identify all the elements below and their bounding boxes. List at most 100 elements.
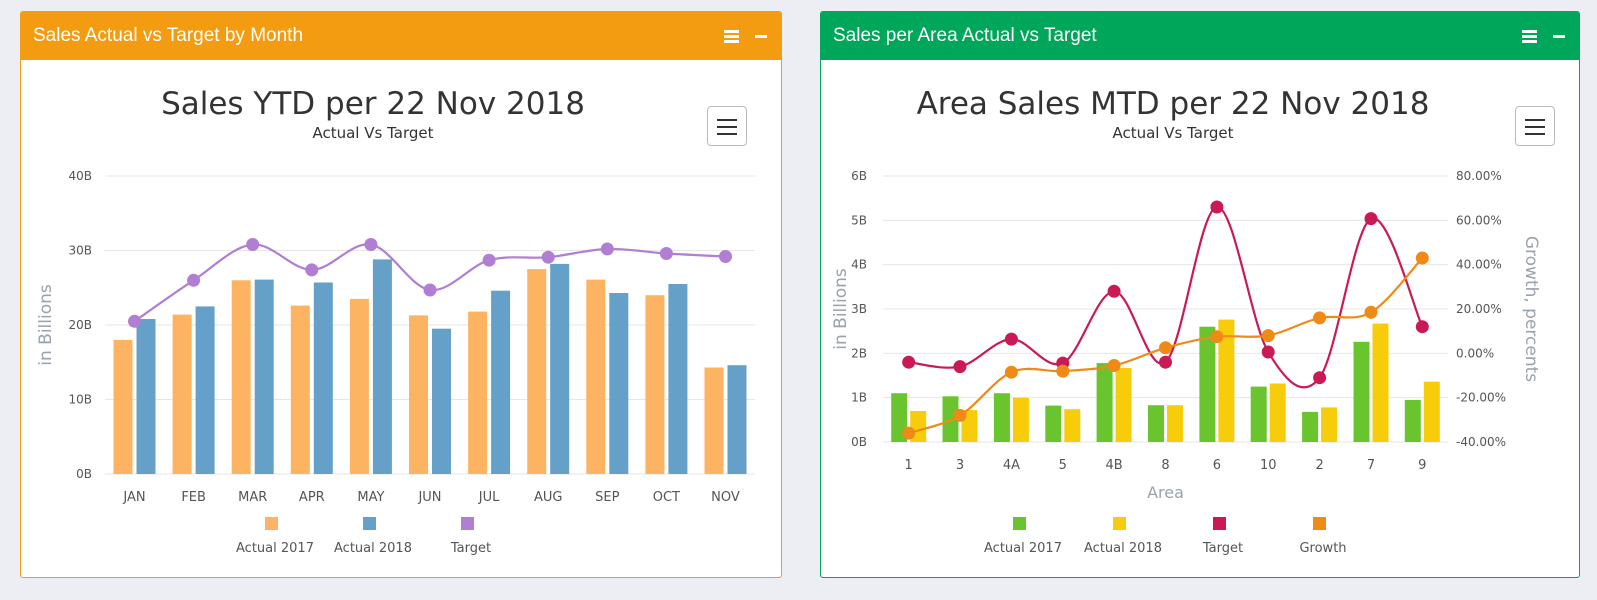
point-target [1004, 332, 1018, 346]
legend-swatch [363, 517, 376, 530]
x-tick-label: FEB [181, 490, 206, 505]
chart-menu-button[interactable] [1515, 106, 1555, 146]
bar-actual-2018 [550, 263, 570, 474]
sales-ytd-chart: Sales YTD per 22 Nov 2018 Actual Vs Targe… [36, 86, 755, 556]
point-target [423, 283, 437, 297]
panel-title: Sales Actual vs Target by Month [33, 25, 304, 46]
bar-actual-2017 [409, 315, 428, 474]
bar-actual-2017 [349, 298, 369, 474]
y-tick-label: 40B [68, 169, 92, 183]
point-target [364, 238, 378, 251]
panel-header: Sales per Area Actual vs Target [821, 12, 1579, 60]
legend-swatch [461, 517, 474, 530]
collapse-icon[interactable] [1553, 34, 1565, 38]
bar-actual-2017 [113, 339, 133, 474]
bar-actual-2018 [609, 293, 629, 474]
y-right-axis-title: Growth, percents [1521, 236, 1541, 382]
legend-label: Actual 2017 [236, 541, 314, 556]
panel-header: Sales Actual vs Target by Month [21, 12, 781, 60]
bar-actual-2017 [172, 314, 192, 474]
legend-label: Target [450, 541, 491, 556]
point-growth [1210, 330, 1224, 344]
y-tick-label: 3B [851, 302, 867, 316]
point-target [953, 360, 967, 374]
legend-label: Actual 2018 [334, 541, 412, 556]
y-tick-label: 10B [68, 393, 92, 407]
x-tick-label: MAY [357, 490, 384, 505]
x-tick-label: NOV [711, 490, 740, 505]
legend-label: Actual 2018 [1084, 541, 1162, 556]
chart-menu-button[interactable] [707, 106, 747, 146]
x-tick-label: 2 [1315, 458, 1323, 473]
x-tick-label: 4A [1003, 458, 1020, 473]
bar-actual-2018 [136, 319, 156, 474]
bar-actual-2017 [1045, 405, 1062, 442]
bar-actual-2017 [1199, 326, 1216, 442]
point-target [482, 253, 496, 267]
y-right-tick-label: -20.00% [1456, 391, 1506, 405]
list-icon[interactable] [724, 30, 739, 43]
collapse-icon[interactable] [755, 34, 767, 38]
x-tick-label: 3 [956, 458, 964, 473]
y-right-tick-label: 80.00% [1456, 169, 1502, 183]
point-target [187, 273, 201, 287]
point-target [128, 314, 141, 328]
x-tick-label: SEP [595, 490, 619, 505]
chart-title: Sales YTD per 22 Nov 2018 [161, 86, 585, 122]
point-target [902, 355, 916, 369]
x-tick-label: 6 [1213, 458, 1221, 473]
bar-actual-2018 [668, 284, 688, 474]
legend-swatch [1213, 517, 1226, 530]
point-target [1107, 284, 1121, 298]
point-target [659, 247, 673, 260]
point-growth [1056, 364, 1070, 378]
y-right-tick-label: 60.00% [1456, 213, 1502, 227]
bar-actual-2018 [1012, 397, 1029, 442]
bar-actual-2018 [372, 259, 392, 474]
y-tick-label: 2B [851, 346, 867, 360]
point-target [719, 250, 732, 263]
y-tick-label: 20B [68, 318, 92, 332]
bar-actual-2018 [1372, 323, 1389, 442]
point-growth [1004, 365, 1018, 379]
list-icon[interactable] [1522, 30, 1537, 43]
point-target [1261, 345, 1275, 359]
bar-actual-2018 [1167, 405, 1183, 442]
point-target [1159, 355, 1172, 369]
x-tick-label: 7 [1367, 458, 1375, 473]
chart-subtitle: Actual Vs Target [1112, 124, 1233, 142]
bar-actual-2018 [1269, 383, 1286, 442]
point-growth [1313, 311, 1327, 325]
x-tick-label: MAR [238, 490, 267, 505]
bar-actual-2017 [527, 269, 547, 474]
bar-actual-2017 [993, 393, 1010, 442]
bar-actual-2017 [1302, 411, 1319, 442]
x-tick-label: JAN [122, 490, 145, 505]
legend-swatch [1313, 517, 1326, 530]
bar-actual-2018 [727, 365, 747, 474]
y-tick-label: 5B [851, 213, 867, 227]
legend-label: Growth [1299, 541, 1346, 556]
bar-actual-2018 [1423, 381, 1440, 442]
y-axis-title: in Billions [36, 284, 56, 366]
x-tick-label: 4B [1106, 458, 1123, 473]
bar-actual-2017 [290, 305, 310, 474]
x-tick-label: APR [299, 490, 325, 505]
bar-actual-2017 [1250, 386, 1267, 442]
x-tick-label: 8 [1161, 458, 1169, 473]
legend-swatch [265, 517, 278, 530]
bar-actual-2018 [313, 282, 333, 474]
x-tick-label: 5 [1059, 458, 1067, 473]
bar-actual-2017 [1096, 363, 1113, 442]
bar-actual-2017 [1353, 341, 1370, 442]
bar-actual-2017 [231, 280, 251, 474]
point-target [1313, 371, 1327, 385]
bar-actual-2018 [1321, 407, 1338, 442]
y-tick-label: 1B [851, 391, 867, 405]
point-growth [902, 426, 916, 440]
x-tick-label: OCT [653, 490, 680, 505]
bar-actual-2018 [1218, 319, 1235, 442]
y-tick-label: 6B [851, 169, 867, 183]
point-growth [1415, 251, 1429, 265]
x-axis-title: Area [1147, 483, 1184, 502]
